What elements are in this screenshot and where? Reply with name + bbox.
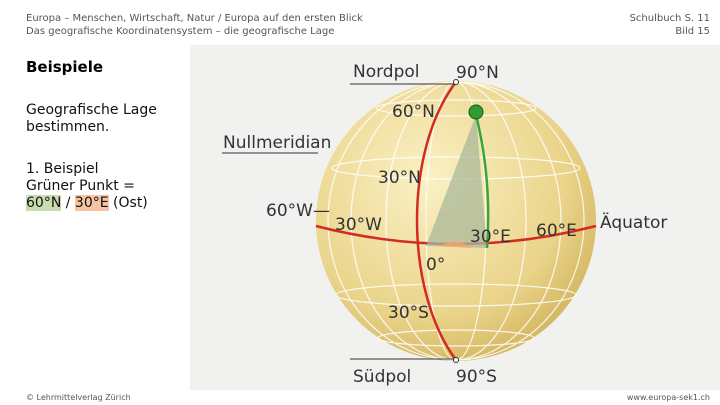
footer-right: www.europa-sek1.ch [626, 393, 710, 402]
label: 30°S [388, 303, 429, 323]
heading: Beispiele [26, 58, 104, 76]
prime-meridian-line [415, 81, 458, 361]
label: 60°N [392, 102, 435, 122]
header-line: Das geografische Koordinatensystem – die… [26, 26, 335, 37]
globe-diagram: Nordpol 90°N 60°N Nullmeridian 30°N 60°W… [190, 45, 720, 390]
header-line: Bild 15 [675, 26, 710, 37]
example: 1. Beispiel Grüner Punkt = 60°N / 30°E (… [26, 161, 148, 212]
label: 60°E [536, 221, 577, 241]
lon-angle [440, 241, 472, 248]
label: 30°W [335, 215, 382, 235]
example-line: Grüner Punkt = [26, 178, 135, 194]
header-line: Schulbuch S. 11 [629, 13, 710, 24]
lat-arc [474, 114, 490, 249]
label: 30°N [378, 168, 421, 188]
header-line: Europa – Menschen, Wirtschaft, Natur / E… [26, 13, 363, 24]
label: 0° [426, 255, 445, 275]
intro-line: bestimmen. [26, 119, 110, 135]
label: 30°E [470, 227, 511, 247]
pole [453, 357, 459, 363]
suffix: (Ost) [113, 195, 148, 211]
header-right: Schulbuch S. 11 Bild 15 [630, 12, 710, 38]
leader-lines [222, 83, 456, 360]
footer-left: © Lehrmittelverlag Zürich [26, 393, 131, 402]
latitude: 60°N [26, 195, 62, 211]
label: 60°W— [266, 201, 330, 221]
label: Nordpol [353, 62, 420, 82]
angle-triangle [426, 115, 487, 248]
header-left: Europa – Menschen, Wirtschaft, Natur / E… [26, 12, 363, 38]
label: Nullmeridian [223, 133, 331, 153]
label: Äquator [600, 212, 667, 233]
pole [453, 79, 459, 85]
example-title: 1. Beispiel [26, 161, 99, 177]
separator: / [65, 195, 71, 211]
label: 90°N [456, 63, 499, 83]
intro: Geografische Lage bestimmen. [26, 102, 157, 136]
longitude: 30°E [74, 195, 109, 211]
example-coords: 60°N / 30°E (Ost) [26, 195, 148, 212]
label: 90°S [456, 367, 497, 387]
intro-line: Geografische Lage [26, 102, 157, 118]
green-point [468, 104, 484, 120]
label: Südpol [353, 367, 411, 387]
